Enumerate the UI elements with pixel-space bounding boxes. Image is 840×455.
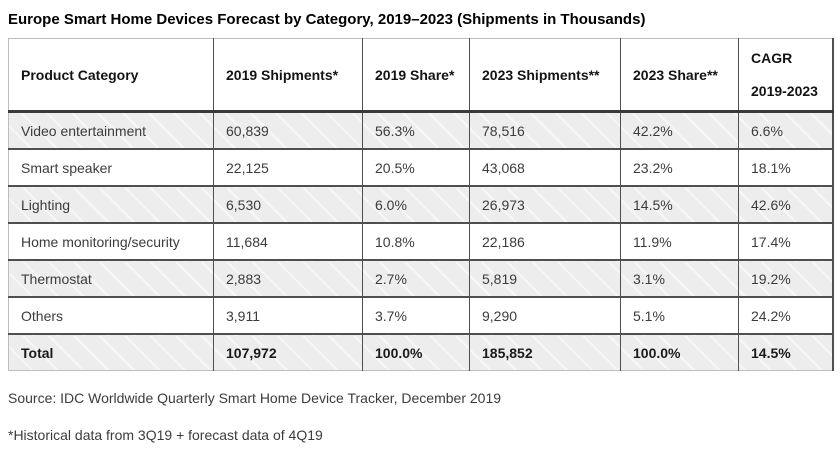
cell-2023-shipments: 185,852 <box>469 334 621 371</box>
cell-cagr: 14.5% <box>738 334 834 371</box>
cell-cagr: 6.6% <box>738 111 834 149</box>
cell-2019-shipments: 3,911 <box>213 297 363 334</box>
header-2019-shipments: 2019 Shipments* <box>213 38 363 112</box>
header-cagr: CAGR 2019-2023 <box>738 38 834 112</box>
cell-2019-share: 10.8% <box>362 223 470 260</box>
header-cagr-line1: CAGR <box>751 50 793 66</box>
row-total: Total 107,972 100.0% 185,852 100.0% 14.5… <box>8 334 834 371</box>
row-others: Others 3,911 3.7% 9,290 5.1% 24.2% <box>8 297 834 334</box>
footnotes: Source: IDC Worldwide Quarterly Smart Ho… <box>8 390 832 444</box>
cell-2019-shipments: 2,883 <box>213 260 363 297</box>
cell-2019-share: 6.0% <box>362 186 470 223</box>
cell-2019-share: 2.7% <box>362 260 470 297</box>
header-2019-share: 2019 Share* <box>362 38 470 112</box>
cell-2019-shipments: 6,530 <box>213 186 363 223</box>
cell-category: Total <box>21 344 54 361</box>
row-video-entertainment: Video entertainment 60,839 56.3% 78,516 … <box>8 111 834 149</box>
cell-2019-share: 3.7% <box>362 297 470 334</box>
cell-category: Video entertainment <box>21 122 147 139</box>
row-smart-speaker: Smart speaker 22,125 20.5% 43,068 23.2% … <box>8 149 834 186</box>
cell-2023-share: 11.9% <box>620 223 739 260</box>
cell-cagr: 24.2% <box>738 297 834 334</box>
cell-2023-shipments: 26,973 <box>469 186 621 223</box>
cell-2019-shipments: 107,972 <box>213 334 363 371</box>
cell-cagr: 18.1% <box>738 149 834 186</box>
header-row: Product Category 2019 Shipments* 2019 Sh… <box>8 38 834 112</box>
cell-category: Smart speaker <box>21 159 113 176</box>
historical-data-note: *Historical data from 3Q19 + forecast da… <box>8 427 323 443</box>
cell-category: Others <box>21 307 64 324</box>
row-thermostat: Thermostat 2,883 2.7% 5,819 3.1% 19.2% <box>8 260 834 297</box>
cell-2019-share: 20.5% <box>362 149 470 186</box>
cell-2023-share: 14.5% <box>620 186 739 223</box>
cell-category: Lighting <box>21 196 71 213</box>
cell-2023-share: 3.1% <box>620 260 739 297</box>
cell-2019-share: 56.3% <box>362 111 470 149</box>
page-title: Europe Smart Home Devices Forecast by Ca… <box>8 11 646 28</box>
table-header: Product Category 2019 Shipments* 2019 Sh… <box>8 38 834 112</box>
cell-2023-shipments: 78,516 <box>469 111 621 149</box>
cell-2023-share: 100.0% <box>620 334 739 371</box>
header-2023-shipments: 2023 Shipments** <box>469 38 621 112</box>
page: Europe Smart Home Devices Forecast by Ca… <box>8 11 834 444</box>
source-note: Source: IDC Worldwide Quarterly Smart Ho… <box>8 390 502 406</box>
cell-cagr: 17.4% <box>738 223 834 260</box>
cell-2023-shipments: 43,068 <box>469 149 621 186</box>
cell-cagr: 42.6% <box>738 186 834 223</box>
cell-2019-share: 100.0% <box>362 334 470 371</box>
cell-2019-shipments: 11,684 <box>213 223 363 260</box>
cell-category: Thermostat <box>21 270 92 287</box>
cell-2023-share: 5.1% <box>620 297 739 334</box>
forecast-table: Product Category 2019 Shipments* 2019 Sh… <box>8 38 834 371</box>
cell-2023-shipments: 22,186 <box>469 223 621 260</box>
row-home-monitoring-security: Home monitoring/security 11,684 10.8% 22… <box>8 223 834 260</box>
cell-category: Home monitoring/security <box>21 233 180 250</box>
header-cagr-line2: 2019-2023 <box>751 83 818 99</box>
row-lighting: Lighting 6,530 6.0% 26,973 14.5% 42.6% <box>8 186 834 223</box>
cell-2019-shipments: 22,125 <box>213 149 363 186</box>
cell-2023-share: 42.2% <box>620 111 739 149</box>
header-product-category: Product Category <box>21 66 139 83</box>
cell-2023-shipments: 9,290 <box>469 297 621 334</box>
header-2023-share: 2023 Share** <box>620 38 739 112</box>
cell-cagr: 19.2% <box>738 260 834 297</box>
cell-2023-shipments: 5,819 <box>469 260 621 297</box>
cell-2019-shipments: 60,839 <box>213 111 363 149</box>
table-body: Video entertainment 60,839 56.3% 78,516 … <box>8 111 834 371</box>
cell-2023-share: 23.2% <box>620 149 739 186</box>
